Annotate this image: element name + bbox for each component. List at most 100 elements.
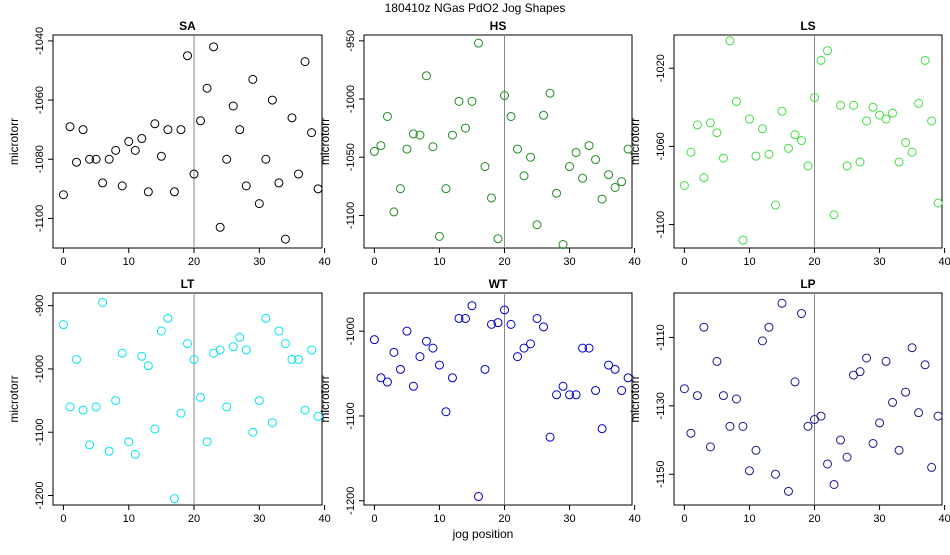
x-tick-label: 10 bbox=[433, 513, 445, 525]
data-point bbox=[169, 494, 179, 504]
x-tick-label: 20 bbox=[498, 513, 510, 525]
panel-hs: HS microtorr 0 10 20 30 40 -950 -1000 -1050 -1100 bbox=[318, 19, 641, 268]
panel-title: SA bbox=[179, 19, 196, 33]
data-point bbox=[888, 108, 898, 118]
data-point bbox=[408, 129, 418, 139]
data-point bbox=[196, 116, 206, 126]
y-tick-label: -950 bbox=[345, 30, 357, 52]
y-tick-label: -1100 bbox=[34, 419, 46, 446]
data-point bbox=[744, 114, 754, 124]
x-tick-label: 30 bbox=[873, 256, 885, 268]
x-tick-label: 10 bbox=[123, 256, 135, 268]
data-point bbox=[558, 381, 568, 391]
data-point bbox=[189, 169, 199, 179]
x-tick-label: 0 bbox=[60, 513, 66, 525]
data-point bbox=[506, 111, 516, 121]
data-point bbox=[117, 181, 127, 191]
data-point bbox=[868, 438, 878, 448]
x-tick-label: 30 bbox=[563, 256, 575, 268]
data-point bbox=[823, 46, 833, 56]
data-point bbox=[307, 128, 317, 138]
data-point bbox=[888, 397, 898, 407]
data-point bbox=[307, 345, 317, 355]
panel-lp: LP microtorr 0 10 20 30 40 -1110 -1130 -1150 bbox=[628, 277, 950, 525]
y-tick-label: -1100 bbox=[655, 211, 667, 238]
data-point bbox=[85, 440, 95, 450]
data-point bbox=[751, 151, 761, 161]
data-point bbox=[810, 93, 820, 103]
data-point bbox=[842, 161, 852, 171]
data-point bbox=[500, 305, 510, 315]
data-point bbox=[764, 149, 774, 159]
data-point bbox=[196, 392, 206, 402]
data-point bbox=[454, 313, 464, 323]
data-point bbox=[274, 178, 284, 188]
data-point bbox=[235, 332, 245, 342]
data-point bbox=[78, 125, 88, 135]
data-point bbox=[493, 318, 503, 328]
data-point bbox=[855, 367, 865, 377]
data-point bbox=[395, 184, 405, 194]
data-point bbox=[235, 125, 245, 135]
plot-frame bbox=[673, 292, 943, 506]
x-tick-label: 0 bbox=[60, 256, 66, 268]
data-point bbox=[124, 137, 134, 146]
data-point bbox=[241, 345, 251, 355]
data-point bbox=[927, 462, 937, 472]
data-point bbox=[169, 187, 179, 197]
data-point bbox=[565, 390, 575, 400]
x-tick-label: 40 bbox=[628, 256, 640, 268]
data-point bbox=[248, 427, 258, 437]
data-point bbox=[293, 169, 303, 179]
data-point bbox=[130, 145, 140, 155]
y-tick-label: -1080 bbox=[34, 145, 46, 173]
y-tick-label: -900 bbox=[34, 295, 46, 317]
y-tick-label: -1110 bbox=[655, 324, 667, 351]
data-point bbox=[757, 336, 767, 346]
data-point bbox=[480, 364, 490, 374]
data-point bbox=[506, 319, 516, 329]
data-point bbox=[202, 437, 212, 447]
data-point bbox=[829, 210, 839, 220]
x-tick-label: 30 bbox=[253, 513, 265, 525]
y-tick-label: -1100 bbox=[34, 205, 46, 232]
data-point bbox=[718, 391, 728, 401]
data-point bbox=[486, 319, 496, 329]
panel-title: LT bbox=[181, 277, 195, 291]
data-point bbox=[552, 188, 562, 198]
data-point bbox=[382, 111, 392, 121]
panel-ls: LS microtorr 0 10 20 30 40 -1020 -1060 -1100 bbox=[628, 19, 950, 268]
data-point bbox=[58, 190, 68, 200]
data-point bbox=[415, 130, 425, 140]
data-point bbox=[699, 173, 709, 183]
data-point bbox=[712, 128, 722, 138]
data-point bbox=[202, 83, 212, 93]
data-point bbox=[764, 322, 774, 332]
data-point bbox=[731, 96, 741, 106]
data-point bbox=[907, 343, 917, 353]
y-axis-label: microtorr bbox=[628, 375, 642, 422]
data-point bbox=[376, 373, 386, 383]
data-point bbox=[751, 445, 761, 455]
data-point bbox=[610, 182, 620, 192]
y-tick-label: -1130 bbox=[655, 392, 667, 419]
data-point bbox=[881, 114, 891, 124]
plot-frame bbox=[52, 34, 323, 249]
data-point bbox=[545, 432, 555, 442]
y-axis-label: microtorr bbox=[7, 118, 21, 165]
data-point bbox=[447, 373, 457, 383]
data-point bbox=[862, 116, 872, 126]
data-point bbox=[591, 155, 601, 165]
data-point bbox=[254, 396, 264, 406]
data-point bbox=[421, 336, 431, 346]
data-point bbox=[823, 459, 833, 469]
data-point bbox=[215, 222, 225, 232]
data-point bbox=[558, 240, 568, 250]
data-point bbox=[130, 449, 140, 459]
data-point bbox=[836, 435, 846, 445]
data-point bbox=[744, 466, 754, 476]
data-point bbox=[705, 442, 715, 452]
data-point bbox=[176, 408, 186, 418]
data-point bbox=[274, 326, 284, 336]
data-point bbox=[460, 123, 470, 133]
